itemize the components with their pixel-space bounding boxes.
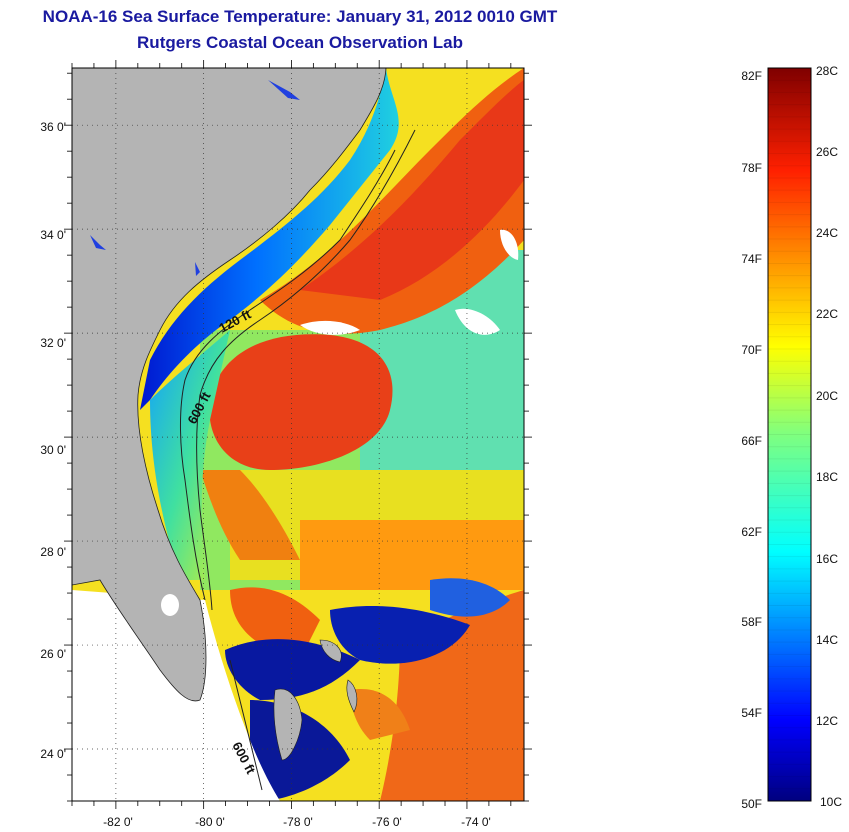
- colorbar-frame: [767, 67, 812, 802]
- colorbar-f-label: 78F: [741, 161, 762, 175]
- colorbar-c-label: 22C: [816, 307, 838, 321]
- lat-tick-label: 34 0': [40, 228, 66, 242]
- colorbar-c-label: 24C: [816, 226, 838, 240]
- lat-tick-label: 30 0': [40, 443, 66, 457]
- colorbar-bands: [768, 79, 811, 790]
- colorbar-f-label: 58F: [741, 615, 762, 629]
- bahamas-island: [273, 688, 303, 761]
- cold-patch: [330, 605, 470, 664]
- bahamas-island: [319, 639, 342, 663]
- graticule: [72, 68, 524, 801]
- ocean-field: [300, 520, 524, 590]
- inland-water: [90, 235, 106, 250]
- contour-600ft: [196, 129, 416, 611]
- colorbar: 82F 78F 74F 70F 66F 62F 58F 54F 50F 28C …: [741, 64, 842, 811]
- map-frame: [71, 67, 525, 802]
- inland-water: [268, 80, 300, 100]
- contour-600ft-keys: [229, 659, 263, 791]
- colorbar-c-label: 26C: [816, 145, 838, 159]
- colorbar-f-label: 62F: [741, 525, 762, 539]
- inland-water: [195, 262, 200, 276]
- colorbar-f-label: 54F: [741, 706, 762, 720]
- lon-tick-label: -80 0': [195, 815, 225, 829]
- lon-tick-label: -74 0': [461, 815, 491, 829]
- bahamas-island: [346, 679, 358, 713]
- ocean-field: [200, 470, 300, 560]
- colorbar-c-label: 10C: [820, 795, 842, 809]
- lat-tick-label: 36 0': [40, 120, 66, 134]
- colorbar-c-label: 20C: [816, 389, 838, 403]
- warm-eddy: [209, 334, 393, 470]
- cloud-speck: [300, 320, 360, 335]
- gulf-stream-warm: [300, 80, 524, 300]
- map-subtitle: Rutgers Coastal Ocean Observation Lab: [137, 33, 463, 52]
- lat-tick-label: 26 0': [40, 647, 66, 661]
- cloud-speck: [455, 308, 500, 335]
- colorbar-gradient: [768, 68, 811, 801]
- gulf-stream-warm: [260, 68, 524, 334]
- colorbar-c-label: 14C: [816, 633, 838, 647]
- colorbar-c-label: 28C: [816, 64, 838, 78]
- lat-tick-label: 24 0': [40, 747, 66, 761]
- coastal-cold-band: [140, 68, 399, 410]
- map-title: NOAA-16 Sea Surface Temperature: January…: [42, 7, 558, 26]
- lon-tick-label: -76 0': [372, 815, 402, 829]
- no-data-region: [72, 590, 280, 801]
- colorbar-c-label: 12C: [816, 714, 838, 728]
- cold-patch: [430, 578, 510, 617]
- colorbar-f-label: 50F: [741, 797, 762, 811]
- lake-okeechobee: [161, 594, 179, 616]
- colorbar-f-label: 66F: [741, 434, 762, 448]
- colorbar-c-label: 16C: [816, 552, 838, 566]
- lon-tick-label: -82 0': [103, 815, 133, 829]
- lat-tick-label: 32 0': [40, 336, 66, 350]
- colorbar-f-label: 74F: [741, 252, 762, 266]
- contour-120ft: [179, 149, 396, 601]
- colorbar-f-label: 70F: [741, 343, 762, 357]
- lat-tick-label: 28 0': [40, 545, 66, 559]
- cloud-speck: [500, 229, 519, 260]
- land-mass: [72, 68, 387, 702]
- colorbar-f-label: 82F: [741, 69, 762, 83]
- lon-tick-label: -78 0': [283, 815, 313, 829]
- colorbar-c-label: 18C: [816, 470, 838, 484]
- ocean-field: [350, 689, 410, 740]
- map-axes: 36 0' 34 0' 32 0' 30 0' 28 0' 26 0' 24 0…: [40, 60, 532, 829]
- shelf-water: [150, 330, 230, 580]
- sst-map: [72, 68, 524, 801]
